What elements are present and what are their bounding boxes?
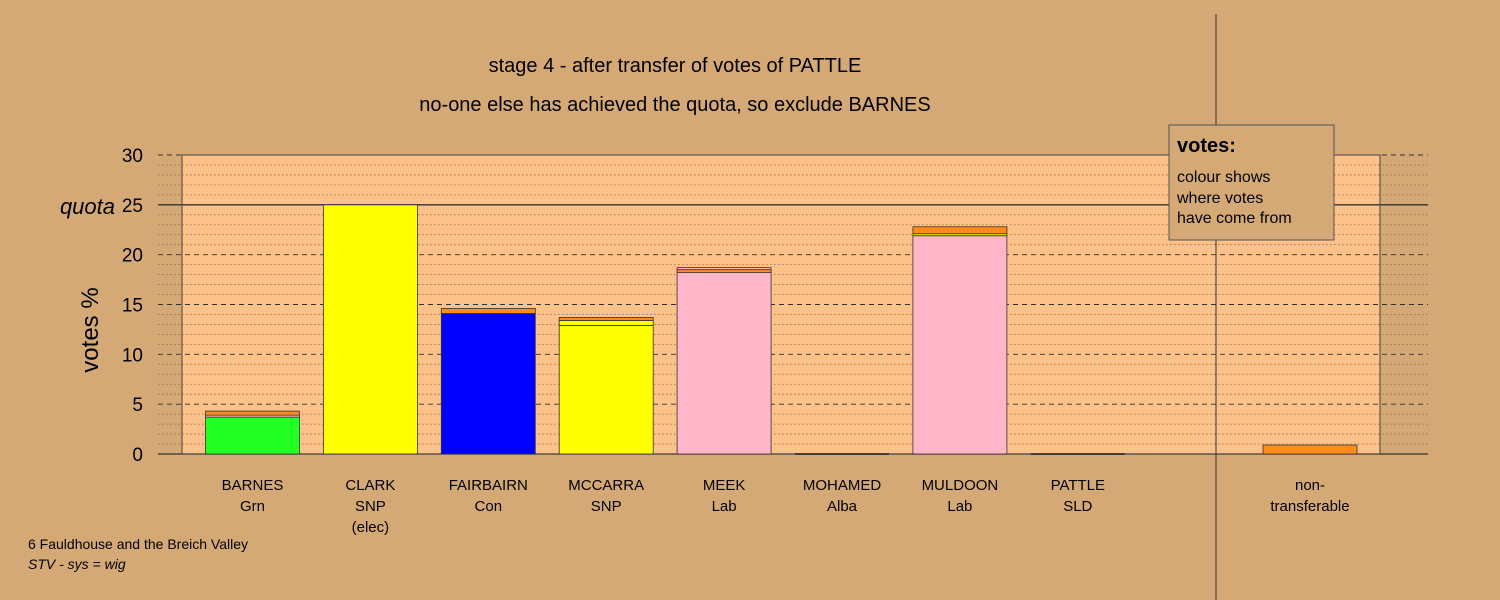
- candidate-label: SNP: [355, 498, 386, 515]
- legend-title: votes:: [1177, 135, 1236, 157]
- candidate-label: (elec): [352, 519, 390, 536]
- legend-line: have come from: [1177, 210, 1292, 227]
- y-tick-label: 20: [122, 246, 143, 267]
- bar-segment: [558, 320, 654, 326]
- legend-line: where votes: [1176, 190, 1263, 207]
- bar-segment: [205, 410, 300, 416]
- y-axis-label: votes %: [77, 287, 104, 372]
- y-tick-label: 5: [132, 395, 143, 416]
- quota-label: quota: [60, 194, 115, 219]
- chart-title: stage 4 - after transfer of votes of PAT…: [489, 55, 862, 77]
- y-tick-label: 10: [122, 345, 143, 366]
- bars-layer: [205, 204, 1358, 455]
- candidate-label: non-: [1295, 477, 1325, 494]
- footer-system: STV - sys = wig: [28, 556, 126, 572]
- candidate-label: Con: [475, 498, 503, 515]
- legend-line: colour shows: [1177, 169, 1270, 186]
- bar-segment: [558, 325, 654, 455]
- bar-segment: [1262, 444, 1358, 455]
- bar-segment: [440, 308, 536, 314]
- legend: votes: colour shows where votes have com…: [1168, 124, 1335, 241]
- candidate-label: MOHAMED: [803, 477, 882, 494]
- chart-subtitle: no-one else has achieved the quota, so e…: [419, 94, 930, 116]
- bar-segment: [912, 226, 1008, 235]
- bar-segment: [205, 416, 300, 455]
- candidate-label: SNP: [591, 498, 622, 515]
- candidate-label: MCCARRA: [568, 477, 644, 494]
- candidate-label: MEEK: [703, 477, 746, 494]
- plot-frame: [181, 154, 1381, 455]
- bar-segment: [676, 269, 772, 274]
- y-tick-label: 0: [132, 445, 143, 466]
- bar-segment: [676, 267, 772, 271]
- bar-segment: [558, 317, 654, 321]
- bar-segment: [676, 272, 772, 455]
- candidate-label: transferable: [1270, 498, 1349, 515]
- candidate-label: PATTLE: [1051, 477, 1105, 494]
- bar-segment: [322, 204, 418, 455]
- candidate-label: FAIRBAIRN: [449, 477, 528, 494]
- candidate-label: CLARK: [345, 477, 395, 494]
- candidate-label: Grn: [240, 498, 265, 515]
- candidate-label: BARNES: [222, 477, 284, 494]
- bar-segment: [912, 235, 1008, 455]
- candidate-label: SLD: [1063, 498, 1092, 515]
- candidate-label: MULDOON: [922, 477, 999, 494]
- labels-layer: BARNES Grn CLARK SNP (elec) FAIRBAIRN Con MCCAR…: [222, 477, 1350, 536]
- candidate-label: Lab: [947, 498, 972, 515]
- candidate-label: Lab: [712, 498, 737, 515]
- candidate-label: Alba: [827, 498, 858, 515]
- legend-box: [1168, 124, 1335, 241]
- footer-constituency: 6 Fauldhouse and the Breich Valley: [28, 536, 248, 552]
- y-tick-label: 25: [122, 196, 143, 217]
- y-tick-label: 15: [122, 296, 143, 317]
- y-tick-label: 30: [122, 146, 143, 167]
- bar-segment: [440, 313, 536, 455]
